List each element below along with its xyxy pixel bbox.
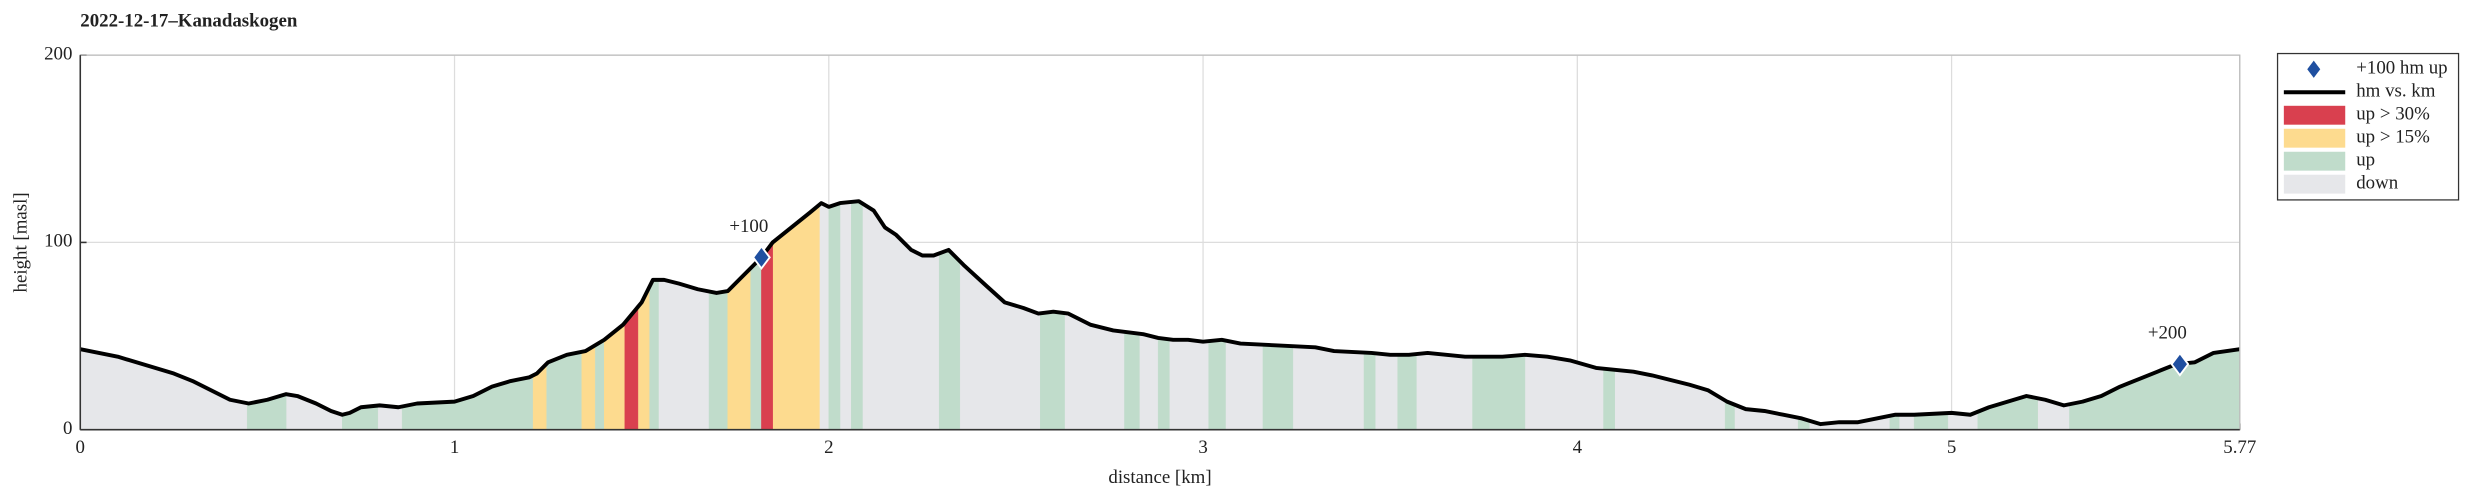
milestone-marker: [751, 244, 771, 270]
y-tick-label: 100: [44, 231, 72, 252]
x-tick-label: 1: [450, 437, 459, 458]
slope-area: [1603, 368, 1615, 430]
legend-label: up: [2356, 150, 2375, 171]
legend-label: hm vs. km: [2356, 81, 2435, 102]
slope-area: [2069, 348, 2241, 430]
slope-area: [1363, 352, 1376, 430]
slope-area: [1262, 344, 1294, 430]
legend-swatch: [2283, 151, 2346, 171]
slope-area: [708, 290, 728, 430]
slope-area: [1208, 339, 1226, 430]
x-tick-label: 0: [76, 437, 85, 458]
slope-area: [851, 200, 863, 430]
plot-area: 0 1 2 3 4 5 5.77 0 100 200 +100 +200: [44, 43, 2256, 457]
slope-area: [1397, 353, 1417, 430]
slope-area: [581, 345, 596, 430]
slope-area: [624, 306, 639, 430]
x-tick-label: 2: [824, 437, 833, 458]
slope-area: [594, 339, 605, 430]
x-tick-label: 5.77: [2223, 437, 2256, 458]
y-tick-label: 200: [44, 43, 72, 64]
legend-label: +100 hm up: [2356, 58, 2447, 79]
legend-label: down: [2356, 173, 2399, 194]
legend-label: up > 15%: [2356, 127, 2430, 148]
slope-area: [545, 351, 583, 430]
slope-area: [828, 202, 841, 430]
x-tick-label: 3: [1198, 437, 1207, 458]
slope-area: [1040, 311, 1065, 430]
slope-area: [727, 268, 751, 430]
y-axis-label: height [masl]: [10, 192, 31, 292]
milestone-marker: [2170, 351, 2190, 377]
slope-area: [1157, 337, 1170, 430]
slope-area: [761, 241, 773, 430]
x-axis-label: distance [km]: [1108, 467, 1211, 488]
x-tick-label: 5: [1947, 437, 1956, 458]
slope-area: [637, 287, 650, 430]
slope-area: [1124, 331, 1140, 430]
milestone-label: +200: [2148, 323, 2187, 344]
milestone-label: +100: [729, 216, 768, 237]
slope-area: [1472, 354, 1526, 430]
slope-area: [749, 256, 762, 430]
slope-area: [938, 249, 961, 430]
y-tick-label: 0: [63, 418, 72, 439]
legend-label: up > 30%: [2356, 104, 2430, 125]
legend-swatch: [2283, 128, 2346, 148]
chart-title: 2022-12-17–Kanadaskogen: [80, 10, 298, 31]
legend-swatch: [2283, 174, 2346, 194]
slope-area: [648, 279, 659, 430]
profile-line: [79, 199, 2241, 427]
x-tick-label: 4: [1573, 437, 1583, 458]
legend-swatch: [2283, 105, 2346, 125]
